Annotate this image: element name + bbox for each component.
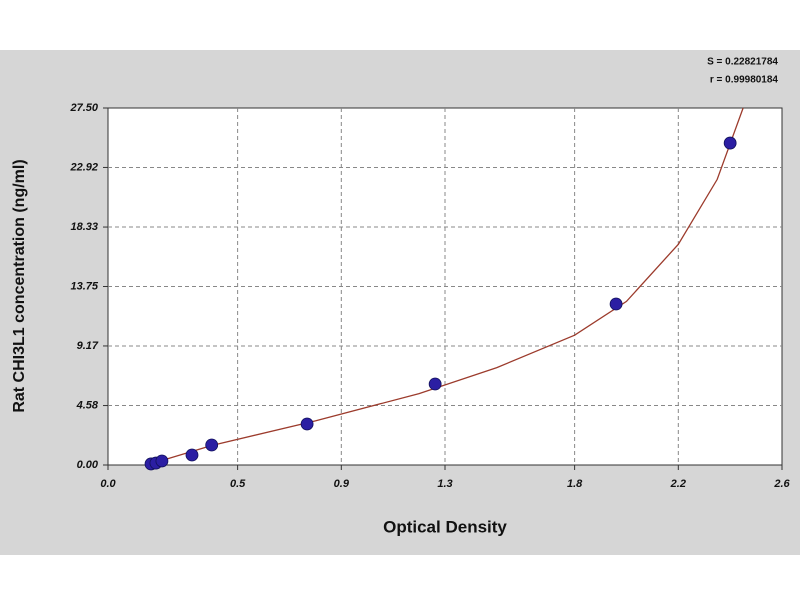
annotation: r = 0.99980184 (710, 75, 779, 86)
x-tick-label: 1.8 (567, 478, 583, 490)
y-tick-label: 9.17 (77, 340, 99, 352)
x-tick-label: 0.0 (100, 478, 116, 490)
data-point (155, 454, 169, 468)
y-axis-title: Rat CHI3L1 concentration (ng/ml) (11, 159, 28, 412)
data-point (723, 136, 737, 150)
data-point (205, 438, 219, 452)
x-tick-label: 2.2 (670, 478, 686, 490)
y-tick-label: 27.50 (69, 102, 98, 114)
data-point (428, 377, 442, 391)
x-axis-title: Optical Density (383, 517, 507, 536)
x-tick-label: 1.3 (437, 478, 452, 490)
y-tick-label: 13.75 (70, 280, 98, 292)
y-tick-label: 18.33 (70, 221, 98, 233)
x-tick-label: 0.5 (230, 478, 246, 490)
y-tick-label: 0.00 (77, 459, 99, 471)
data-point (300, 417, 314, 431)
data-point (609, 297, 623, 311)
data-point (185, 448, 199, 462)
x-tick-label: 0.9 (334, 478, 350, 490)
y-tick-label: 4.58 (76, 399, 99, 411)
annotation: S = 0.22821784 (707, 57, 778, 68)
x-tick-label: 2.6 (773, 478, 790, 490)
y-tick-label: 22.92 (69, 161, 98, 173)
fit-curve (146, 107, 744, 466)
